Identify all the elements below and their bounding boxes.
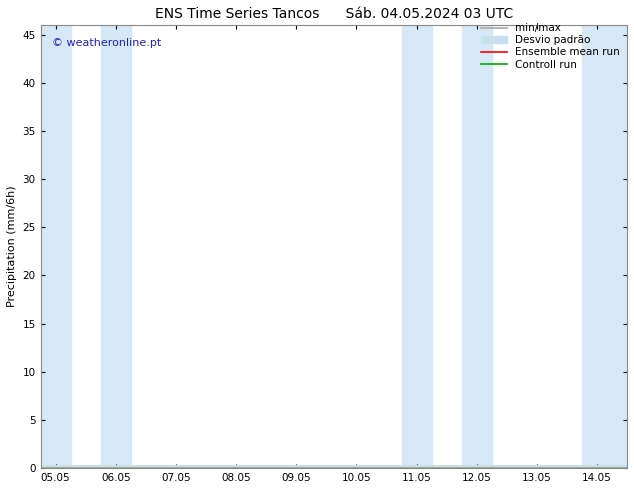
Bar [582,25,627,468]
Title: ENS Time Series Tancos      Sáb. 04.05.2024 03 UTC: ENS Time Series Tancos Sáb. 04.05.2024 0… [155,7,513,21]
Bar [401,25,432,468]
Y-axis label: Precipitation (mm/6h): Precipitation (mm/6h) [7,186,17,307]
Text: © weatheronline.pt: © weatheronline.pt [53,38,162,48]
Legend: min/max, Desvio padrão, Ensemble mean run, Controll run: min/max, Desvio padrão, Ensemble mean ru… [479,21,622,72]
Bar [41,25,70,468]
Bar [462,25,492,468]
Bar [101,25,131,468]
